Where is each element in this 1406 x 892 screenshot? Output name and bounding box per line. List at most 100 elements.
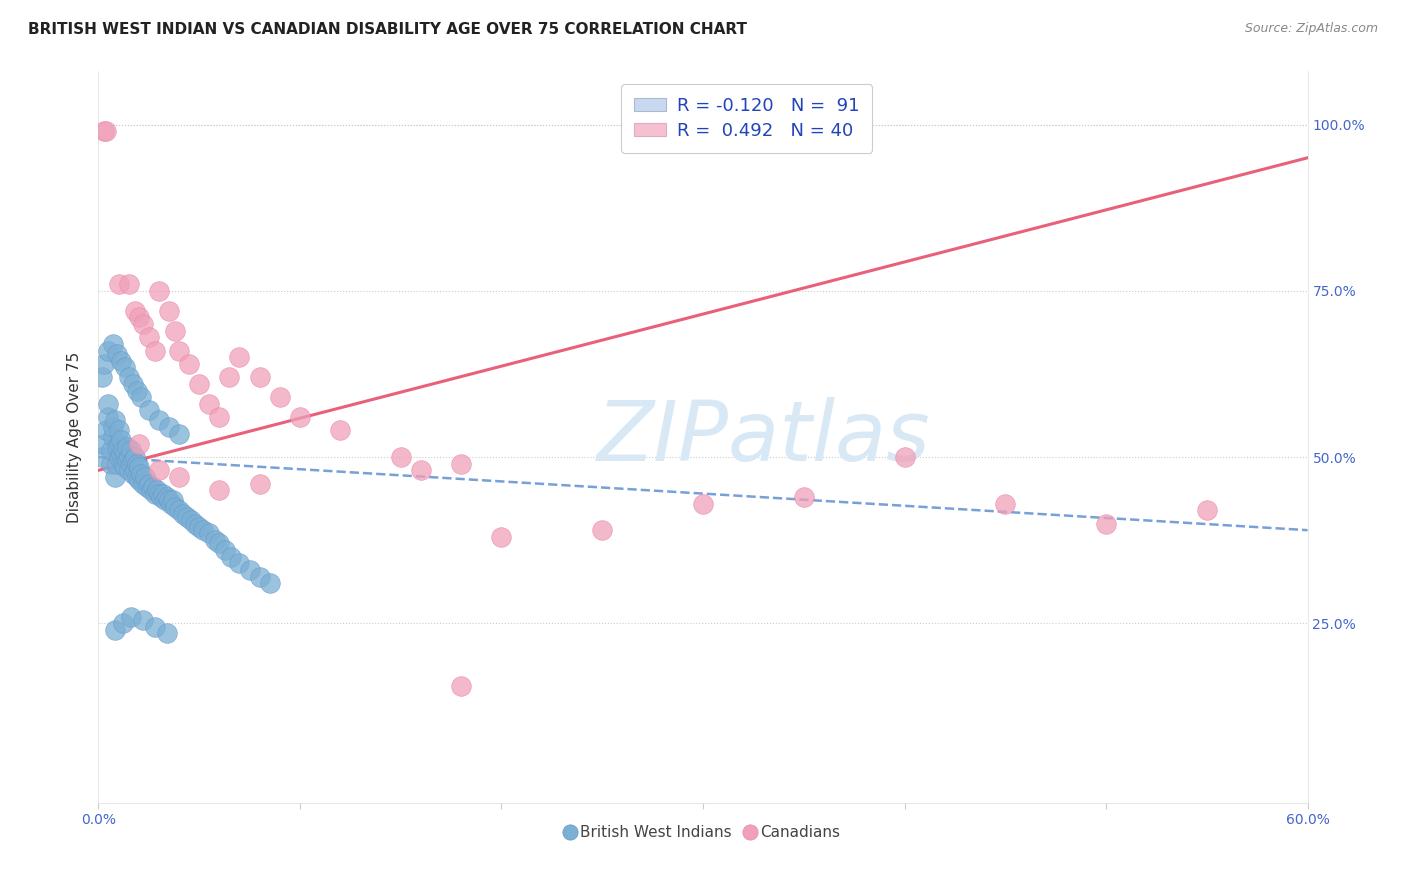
Point — [180, 513, 202, 527]
Y-axis label: Disability Age Over 75: Disability Age Over 75 — [67, 351, 83, 523]
Text: BRITISH WEST INDIAN VS CANADIAN DISABILITY AGE OVER 75 CORRELATION CHART: BRITISH WEST INDIAN VS CANADIAN DISABILI… — [28, 22, 747, 37]
Point — [249, 370, 271, 384]
Point — [389, 450, 412, 464]
Point — [239, 563, 262, 577]
Point — [101, 337, 124, 351]
Point — [124, 463, 146, 477]
Point — [793, 490, 815, 504]
Point — [138, 476, 160, 491]
Point — [198, 397, 221, 411]
Point — [142, 480, 165, 494]
Point — [101, 420, 124, 434]
Point — [146, 483, 169, 498]
Point — [103, 413, 125, 427]
Point — [143, 343, 166, 358]
Point — [128, 310, 150, 325]
Point — [1095, 516, 1118, 531]
Point — [120, 609, 142, 624]
Point — [160, 497, 183, 511]
Point — [156, 626, 179, 640]
Point — [93, 124, 115, 138]
Point — [100, 457, 122, 471]
Point — [491, 530, 513, 544]
Point — [148, 463, 170, 477]
Point — [143, 486, 166, 500]
Point — [329, 424, 352, 438]
Point — [110, 434, 132, 448]
Point — [121, 453, 143, 467]
Point — [188, 520, 211, 534]
Point — [128, 436, 150, 450]
Point — [101, 430, 124, 444]
Point — [214, 543, 236, 558]
Point — [105, 347, 128, 361]
Point — [138, 403, 160, 417]
Point — [114, 460, 136, 475]
Point — [450, 457, 472, 471]
Point — [198, 526, 221, 541]
Point — [111, 457, 134, 471]
Point — [148, 284, 170, 298]
Point — [125, 384, 148, 398]
Point — [591, 523, 613, 537]
Point — [208, 483, 231, 498]
Point — [143, 619, 166, 633]
Point — [107, 450, 129, 464]
Point — [139, 483, 162, 498]
Point — [409, 463, 432, 477]
Point — [221, 549, 243, 564]
Point — [162, 493, 184, 508]
Point — [153, 493, 176, 508]
Point — [157, 420, 180, 434]
Point — [97, 410, 120, 425]
Point — [149, 490, 172, 504]
Point — [157, 303, 180, 318]
Point — [128, 460, 150, 475]
Point — [120, 443, 142, 458]
Point — [193, 523, 215, 537]
Point — [132, 476, 155, 491]
Point — [121, 376, 143, 391]
Point — [114, 360, 136, 375]
Point — [96, 124, 118, 138]
Point — [97, 343, 120, 358]
Point — [103, 470, 125, 484]
Point — [135, 480, 157, 494]
Point — [163, 500, 186, 514]
Point — [204, 533, 226, 548]
Point — [91, 450, 114, 464]
Point — [156, 490, 179, 504]
Point — [105, 457, 128, 471]
Point — [208, 410, 231, 425]
Point — [994, 497, 1017, 511]
Point — [120, 457, 142, 471]
Point — [269, 390, 291, 404]
Point — [152, 486, 174, 500]
Point — [114, 447, 136, 461]
Point — [259, 576, 281, 591]
Point — [163, 324, 186, 338]
Point — [125, 457, 148, 471]
Point — [167, 426, 190, 441]
Point — [129, 390, 152, 404]
Point — [125, 470, 148, 484]
Point — [288, 410, 311, 425]
Point — [228, 557, 250, 571]
Point — [110, 353, 132, 368]
Point — [167, 470, 190, 484]
Point — [134, 470, 156, 484]
Point — [179, 357, 201, 371]
Point — [121, 467, 143, 481]
Point — [228, 351, 250, 365]
Point — [893, 450, 915, 464]
Point — [157, 493, 180, 508]
Point — [132, 317, 155, 331]
Point — [1195, 503, 1218, 517]
Point — [167, 343, 190, 358]
Text: ZIPatlas: ZIPatlas — [596, 397, 931, 477]
Point — [138, 330, 160, 344]
Point — [129, 467, 152, 481]
Point — [103, 623, 125, 637]
Point — [124, 303, 146, 318]
Point — [93, 357, 115, 371]
